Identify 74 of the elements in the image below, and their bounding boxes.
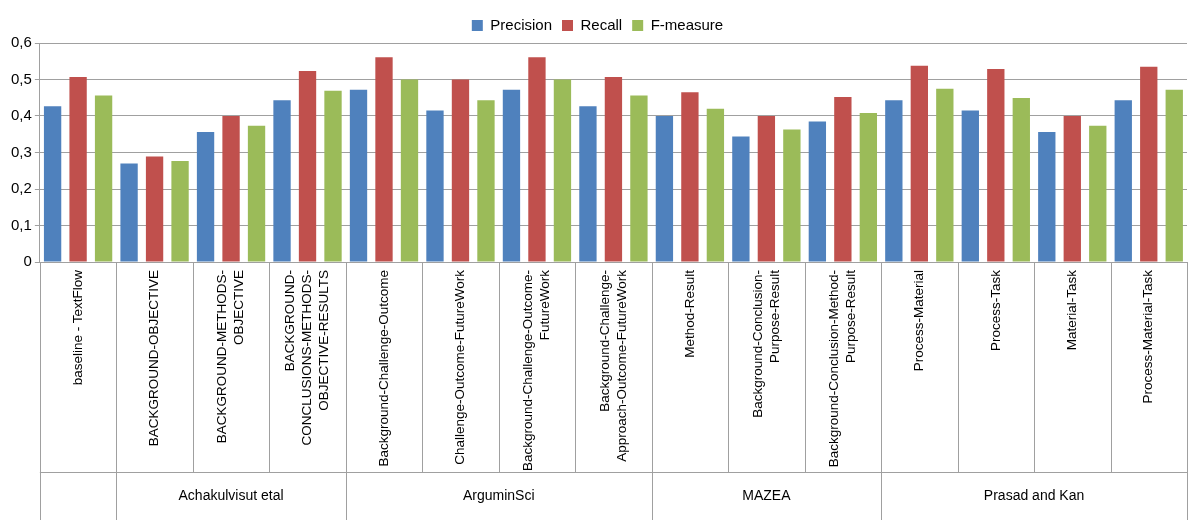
bar xyxy=(1089,125,1107,262)
y-tick-label: 0,3 xyxy=(10,142,32,160)
bar xyxy=(247,125,266,262)
x-tick-label: Method-Result xyxy=(681,269,697,358)
bar xyxy=(604,76,623,262)
bar xyxy=(451,79,470,262)
bar xyxy=(987,68,1005,262)
bar xyxy=(145,156,164,262)
bar xyxy=(528,57,546,262)
x-tick-label: Background-Conclusion-Method-Purpose-Result xyxy=(826,269,859,468)
bar xyxy=(732,136,750,262)
text: ArguminSci xyxy=(462,486,535,503)
bar xyxy=(834,97,852,262)
bar xyxy=(681,92,699,262)
x-tick-label: Material-Task xyxy=(1064,269,1079,351)
bar xyxy=(222,116,240,262)
bar xyxy=(349,89,368,262)
bar xyxy=(1140,66,1158,262)
bar xyxy=(1038,132,1056,262)
x-tick-label: Background-Challenge-Outcome xyxy=(375,270,391,467)
bar xyxy=(69,76,87,262)
y-tick-label: 0,2 xyxy=(10,179,32,197)
y-tick-label: 0,1 xyxy=(10,215,32,233)
bar xyxy=(808,121,827,262)
text: MAZEA xyxy=(742,486,792,503)
x-tick-label: Background-Challenge-Outcome-FutureWork xyxy=(520,269,553,472)
x-tick-label: Process-Material-Task xyxy=(1140,269,1156,404)
bar xyxy=(43,106,62,262)
bar xyxy=(655,116,674,262)
bar xyxy=(1063,116,1081,262)
x-tick-label: Background-Challenge-Approach-Outcome-FutureWork xyxy=(596,269,629,462)
bar xyxy=(1012,98,1030,262)
bar xyxy=(477,100,495,262)
bar xyxy=(120,163,138,262)
x-tick-label: Process-Material xyxy=(911,270,927,372)
bar xyxy=(757,116,776,262)
x-tick-label: BACKGROUND-CONCLUSIONS-METHODS-OBJECTIVE-RESULTS xyxy=(282,270,332,446)
legend-label: Precision xyxy=(490,15,553,33)
bar xyxy=(273,100,291,262)
bar xyxy=(630,95,648,262)
y-tick-label: 0,4 xyxy=(10,106,32,124)
bar xyxy=(579,106,597,262)
bar xyxy=(196,132,215,262)
bar xyxy=(94,95,113,262)
y-tick-label: 0,6 xyxy=(10,33,32,51)
bar xyxy=(961,110,979,262)
x-tick-label: Background-Conclusion-Purpose-Result xyxy=(749,269,782,418)
y-tick-label: 0,5 xyxy=(10,69,32,87)
bar xyxy=(502,89,521,262)
bar xyxy=(426,110,444,262)
bar xyxy=(910,65,928,262)
x-tick-label: BACKGROUND-OBJECTIVE xyxy=(146,270,162,447)
bar xyxy=(400,79,419,262)
bar xyxy=(1114,100,1132,262)
bar xyxy=(553,79,572,262)
text: Achakulvisut etal xyxy=(178,486,284,503)
bar xyxy=(859,113,878,262)
bar xyxy=(298,71,317,262)
x-tick-label: Process-Task xyxy=(987,269,1003,352)
x-tick-label: Challenge-Outcome-FutureWork xyxy=(452,269,468,465)
bar xyxy=(324,90,342,262)
legend-label: Recall xyxy=(580,15,623,33)
bar xyxy=(885,100,903,262)
bar xyxy=(171,160,189,262)
bar xyxy=(936,88,954,262)
y-tick-label: 0 xyxy=(23,252,32,270)
bar xyxy=(375,57,393,262)
x-tick-label: BACKGROUND-METHODS-OBJECTIVE xyxy=(214,270,247,444)
bar xyxy=(1165,89,1183,262)
bar xyxy=(706,108,725,262)
legend-label: F-measure xyxy=(650,15,724,33)
bar xyxy=(783,129,801,262)
x-tick-label: baseline - TextFlow xyxy=(69,269,85,386)
text: Prasad and Kan xyxy=(983,486,1085,503)
